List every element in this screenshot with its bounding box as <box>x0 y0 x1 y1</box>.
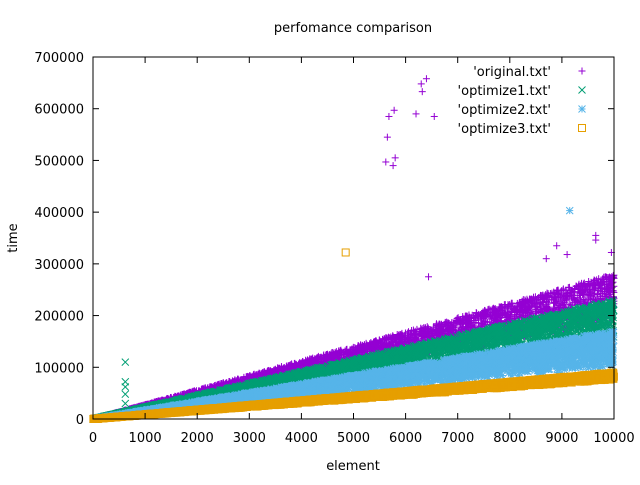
chart-title: perfomance comparison <box>274 21 432 36</box>
